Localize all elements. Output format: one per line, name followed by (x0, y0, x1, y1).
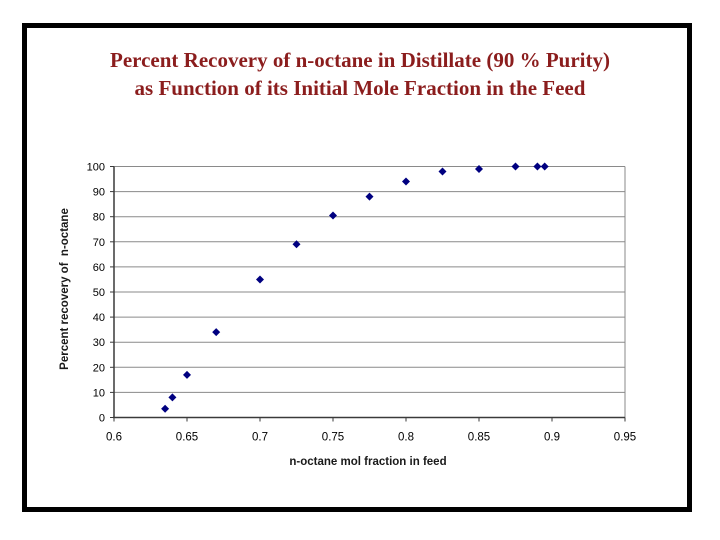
data-point (540, 162, 549, 171)
x-tick-label: 0.85 (468, 432, 490, 444)
data-point (475, 165, 483, 174)
data-point (161, 404, 170, 413)
data-point (533, 162, 542, 171)
y-tick-label: 50 (93, 287, 105, 299)
chart-title-line1: Percent Recovery of n-octane in Distilla… (110, 48, 610, 72)
data-point (365, 192, 374, 201)
y-tick-label: 60 (93, 262, 105, 274)
data-point (183, 370, 191, 379)
x-tick-label: 0.8 (398, 432, 414, 444)
y-tick-label: 100 (87, 162, 105, 174)
data-point (511, 162, 520, 171)
y-tick-label: 40 (93, 312, 105, 324)
y-axis-title: Percent recovery of n-octane (59, 208, 71, 370)
chart-title-line2: as Function of its Initial Mole Fraction… (134, 76, 586, 100)
x-tick-label: 0.75 (322, 432, 344, 444)
y-tick-label: 80 (93, 212, 105, 224)
y-tick-label: 70 (93, 237, 105, 249)
slide-frame (22, 23, 692, 512)
data-point (256, 275, 264, 284)
y-tick-label: 10 (93, 387, 105, 399)
x-tick-label: 0.65 (176, 432, 198, 444)
data-point (329, 211, 337, 220)
data-point (212, 328, 221, 337)
x-tick-label: 0.6 (106, 432, 122, 444)
data-point (402, 177, 410, 186)
y-tick-label: 0 (99, 413, 105, 425)
x-tick-label: 0.95 (614, 432, 636, 444)
y-tick-label: 20 (93, 362, 105, 374)
data-point (438, 167, 447, 176)
y-tick-label: 30 (93, 337, 105, 349)
x-tick-label: 0.9 (544, 432, 560, 444)
data-point (292, 240, 301, 249)
x-tick-label: 0.7 (252, 432, 268, 444)
y-tick-label: 90 (93, 187, 105, 199)
chart-title: Percent Recovery of n-octane in Distilla… (40, 46, 680, 102)
data-point (168, 393, 177, 402)
x-axis-title: n-octane mol fraction in feed (289, 456, 447, 468)
